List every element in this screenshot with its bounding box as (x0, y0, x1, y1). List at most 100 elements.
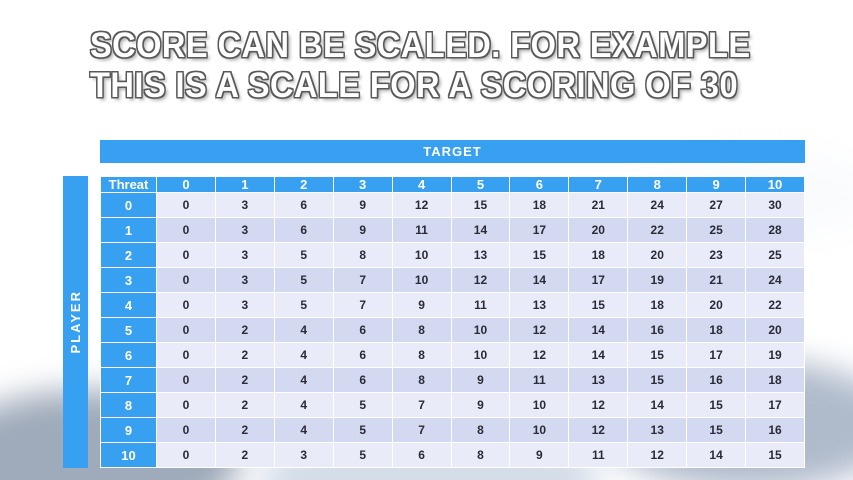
table-cell: 15 (745, 442, 805, 468)
table-cell: 17 (686, 342, 747, 368)
table-cell: 30 (745, 192, 805, 218)
player-header: PLAYER (63, 176, 88, 468)
table-cell: 3 (214, 242, 275, 268)
table-cell: 8 (450, 417, 511, 443)
table-cell: 17 (509, 217, 570, 243)
table-cell: 17 (568, 267, 629, 293)
table-cell: 20 (568, 217, 629, 243)
table-cell: 15 (686, 417, 747, 443)
table-cell: 5 (273, 292, 334, 318)
table-row: 6 0 2 4 6 8 10 12 14 15 17 19 (100, 342, 805, 368)
score-table: Threat 0 1 2 3 4 5 6 7 8 9 10 0 0 3 6 9 12 15 18 21 24 27 30 1 0 3… (100, 176, 805, 468)
table-cell: 3 (214, 192, 275, 218)
table-cell: 6 (332, 367, 393, 393)
table-cell: 14 (509, 267, 570, 293)
table-cell: 18 (627, 292, 688, 318)
table-cell: 13 (509, 292, 570, 318)
table-cell: 15 (450, 192, 511, 218)
table-cell: 8 (450, 442, 511, 468)
table-cell: 12 (450, 267, 511, 293)
table-cell: 0 (156, 217, 216, 243)
table-cell: 4 (273, 317, 334, 343)
table-cell: 4 (273, 392, 334, 418)
table-cell: 7 (332, 267, 393, 293)
table-cell: 14 (568, 342, 629, 368)
row-header: 0 (100, 192, 157, 218)
table-cell: 21 (686, 267, 747, 293)
table-cell: 9 (332, 192, 393, 218)
row-header: 7 (100, 367, 157, 393)
table-cell: 0 (156, 392, 216, 418)
table-cell: 0 (156, 442, 216, 468)
table-cell: 0 (156, 292, 216, 318)
table-cell: 5 (332, 392, 393, 418)
row-header: 6 (100, 342, 157, 368)
table-cell: 28 (745, 217, 805, 243)
table-row: 3 0 3 5 7 10 12 14 17 19 21 24 (100, 267, 805, 293)
table-cell: 12 (568, 417, 629, 443)
table-cell: 3 (214, 267, 275, 293)
table-cell: 11 (509, 367, 570, 393)
table-cell: 2 (214, 342, 275, 368)
table-cell: 12 (568, 392, 629, 418)
table-cell: 9 (450, 367, 511, 393)
table-cell: 13 (568, 367, 629, 393)
row-header: 8 (100, 392, 157, 418)
title-line-2: THIS IS A SCALE FOR A SCORING OF 30 (90, 65, 739, 105)
table-cell: 19 (627, 267, 688, 293)
table-cell: 18 (568, 242, 629, 268)
table-cell: 20 (745, 317, 805, 343)
table-cell: 21 (568, 192, 629, 218)
cloud-decoration (430, 60, 710, 150)
table-cell: 4 (273, 417, 334, 443)
table-cell: 15 (627, 367, 688, 393)
page-title: SCORE CAN BE SCALED. FOR EXAMPLE THIS IS… (90, 26, 751, 106)
table-cell: 14 (450, 217, 511, 243)
table-cell: 10 (391, 267, 452, 293)
table-row: 2 0 3 5 8 10 13 15 18 20 23 25 (100, 242, 805, 268)
table-cell: 0 (156, 192, 216, 218)
table-row: 8 0 2 4 5 7 9 10 12 14 15 17 (100, 392, 805, 418)
target-header: TARGET (100, 140, 805, 163)
table-row: 7 0 2 4 6 8 9 11 13 15 16 18 (100, 367, 805, 393)
table-cell: 24 (745, 267, 805, 293)
table-cell: 19 (745, 342, 805, 368)
table-cell: 0 (156, 417, 216, 443)
table-cell: 15 (568, 292, 629, 318)
row-header: 5 (100, 317, 157, 343)
table-cell: 8 (391, 342, 452, 368)
table-cell: 12 (509, 317, 570, 343)
table-cell: 6 (332, 317, 393, 343)
table-cell: 17 (745, 392, 805, 418)
table-cell: 3 (273, 442, 334, 468)
row-header: 3 (100, 267, 157, 293)
threat-header-row: Threat 0 1 2 3 4 5 6 7 8 9 10 (100, 176, 805, 193)
target-col-header: 5 (450, 176, 511, 193)
table-cell: 2 (214, 392, 275, 418)
table-cell: 3 (214, 292, 275, 318)
table-cell: 4 (273, 367, 334, 393)
table-cell: 3 (214, 217, 275, 243)
table-cell: 10 (450, 317, 511, 343)
table-cell: 13 (450, 242, 511, 268)
table-row: 1 0 3 6 9 11 14 17 20 22 25 28 (100, 217, 805, 243)
threat-label-cell: Threat (100, 176, 157, 193)
table-cell: 4 (273, 342, 334, 368)
row-header: 9 (100, 417, 157, 443)
table-cell: 0 (156, 242, 216, 268)
table-cell: 27 (686, 192, 747, 218)
table-cell: 25 (745, 242, 805, 268)
table-cell: 9 (332, 217, 393, 243)
table-cell: 10 (450, 342, 511, 368)
table-row: 9 0 2 4 5 7 8 10 12 13 15 16 (100, 417, 805, 443)
table-cell: 7 (391, 392, 452, 418)
table-cell: 6 (332, 342, 393, 368)
table-cell: 2 (214, 317, 275, 343)
table-cell: 18 (686, 317, 747, 343)
table-cell: 12 (509, 342, 570, 368)
target-col-header: 2 (273, 176, 334, 193)
table-cell: 13 (627, 417, 688, 443)
table-cell: 2 (214, 417, 275, 443)
table-cell: 22 (627, 217, 688, 243)
row-header: 2 (100, 242, 157, 268)
